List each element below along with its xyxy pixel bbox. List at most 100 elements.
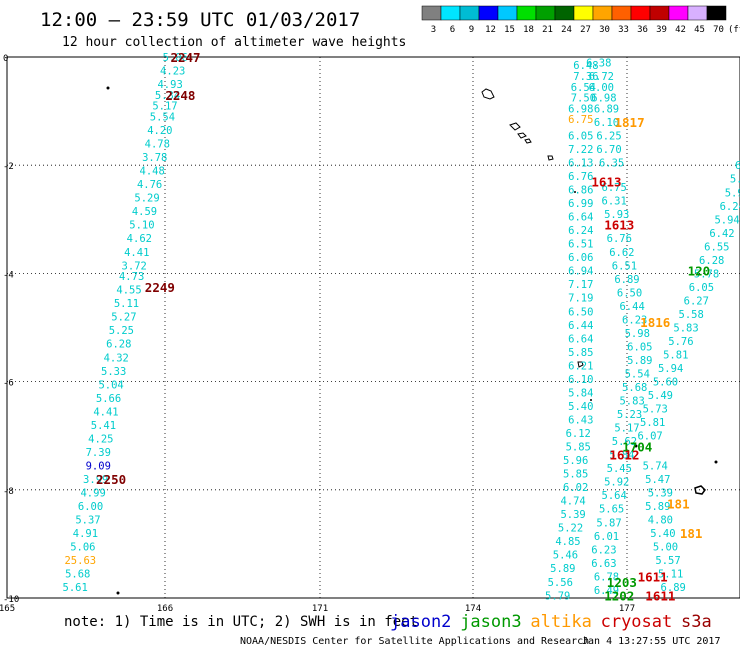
wave-height-value: 3.78	[142, 152, 167, 164]
time-label: 1612	[609, 448, 639, 463]
wave-height-value: 4.59	[132, 206, 157, 218]
wave-height-value: 6.21	[568, 360, 593, 372]
island-mark	[509, 122, 532, 144]
wave-height-value: 4.32	[104, 352, 129, 364]
wave-height-value: 5.23	[617, 409, 642, 421]
wave-height-value: 6.24	[568, 225, 593, 237]
time-label: 2248	[165, 88, 195, 103]
island-mark	[116, 591, 120, 595]
wave-height-value: 6.38	[586, 57, 611, 69]
wave-height-value: 5.65	[599, 504, 624, 516]
wave-height-value: 5.39	[560, 509, 585, 521]
color-scale-label: 45	[694, 25, 705, 35]
wave-height-value: 6.77	[735, 160, 740, 172]
wave-height-value: 5.94	[658, 363, 683, 375]
wave-height-value: 5.93	[604, 209, 629, 221]
wave-height-value: 5.83	[619, 396, 644, 408]
wave-height-value: 6.75	[602, 182, 627, 194]
color-scale-swatch	[554, 5, 575, 21]
wave-height-value: 5.22	[558, 523, 583, 535]
time-label: 1203	[607, 575, 637, 590]
legend-item-jason2: jason2	[390, 612, 451, 632]
x-tick-label: 165	[0, 604, 15, 614]
wave-height-value: 5.78	[694, 268, 719, 280]
footer-timestamp: Jan 4 13:27:55 UTC 2017	[582, 636, 720, 647]
wave-height-value: 5.84	[609, 450, 634, 462]
island-shapes	[106, 86, 718, 595]
wave-height-value: 7.39	[86, 447, 111, 459]
wave-height-value: 5.00	[653, 542, 678, 554]
color-scale-label: 30	[599, 25, 610, 35]
wave-height-value: 6.72	[589, 71, 614, 83]
color-scale-label: 33	[618, 25, 629, 35]
wave-height-value: 5.85	[566, 442, 591, 454]
wave-height-value: 6.94	[568, 266, 593, 278]
x-tick-label: 166	[157, 604, 173, 614]
color-scale-swatch	[687, 5, 708, 21]
wave-height-value: 6.01	[594, 531, 619, 543]
wave-height-value: 4.99	[80, 488, 105, 500]
wave-height-value: 9.09	[86, 460, 111, 472]
wave-height-value: 6.24	[720, 201, 740, 213]
wave-height-value: 6.98	[568, 103, 593, 115]
wave-height-value: 5.87	[596, 517, 621, 529]
color-scale-swatch	[440, 5, 461, 21]
wave-height-value: 5.57	[655, 555, 680, 567]
x-tick-label: 177	[619, 604, 635, 614]
wave-height-value: 5.96	[563, 455, 588, 467]
wave-height-value: 6.02	[563, 482, 588, 494]
island-mark	[694, 485, 706, 495]
wave-height-value: 5.54	[625, 368, 650, 380]
wave-height-value: 6.89	[661, 582, 686, 594]
wave-height-value: 5.25	[109, 325, 134, 337]
color-scale-swatch	[478, 5, 499, 21]
island-mark	[590, 399, 592, 401]
wave-height-value: 6.51	[568, 239, 593, 251]
wave-height-value: 6.51	[612, 260, 637, 272]
plot-frame	[6, 56, 740, 599]
wave-height-value: 6.98	[591, 93, 616, 105]
chart-subtitle: 12 hour collection of altimeter wave hei…	[62, 35, 406, 50]
color-scale-swatch	[649, 5, 670, 21]
wave-height-value: 7.36	[573, 71, 598, 83]
color-scale-swatch	[668, 5, 689, 21]
wave-height-value: 5.06	[70, 542, 95, 554]
wave-height-value: 6.12	[566, 428, 591, 440]
wave-height-value: 5.37	[75, 515, 100, 527]
wave-height-value: 7.22	[568, 144, 593, 156]
wave-height-value: 5.66	[96, 393, 121, 405]
wave-height-value: 6.43	[568, 414, 593, 426]
time-label: 1817	[615, 115, 645, 130]
wave-height-value: 5.40	[650, 528, 675, 540]
wave-height-value: 5.56	[548, 577, 573, 589]
wave-height-value: 7.19	[568, 293, 593, 305]
data-points: 5.064.234.935.345.175.544.204.783.784.48…	[63, 52, 740, 602]
wave-height-value: 6.63	[591, 558, 616, 570]
island-mark	[714, 460, 718, 464]
y-tick-label: 0	[3, 54, 8, 64]
wave-height-value: 4.48	[140, 166, 165, 178]
wave-height-value: 4.62	[127, 233, 152, 245]
wave-height-value: 6.86	[568, 185, 593, 197]
wave-height-value: 5.85	[563, 469, 588, 481]
wave-height-value: 5.89	[550, 563, 575, 575]
time-label: 1613	[604, 218, 634, 233]
wave-height-value: 4.23	[160, 66, 185, 78]
legend-item-jason3: jason3	[460, 612, 521, 632]
wave-height-value: 5.11	[658, 569, 683, 581]
y-axis-ticks: 0 -2 -4 -6 -8 -10	[3, 54, 19, 605]
wave-height-value: 6.44	[568, 320, 593, 332]
wave-height-value: 4.41	[124, 247, 149, 259]
time-label: 1611	[638, 569, 668, 584]
color-scale-label: 21	[542, 25, 553, 35]
color-scale-label: 18	[523, 25, 534, 35]
x-tick-label: 171	[312, 604, 328, 614]
island-mark	[634, 444, 638, 448]
wave-height-value: 6.00	[78, 501, 103, 513]
color-scale-swatch	[421, 5, 442, 21]
footer-credit: NOAA/NESDIS Center for Satellite Applica…	[240, 636, 589, 647]
wave-height-value: 6.76	[607, 233, 632, 245]
wave-height-value: 4.91	[73, 528, 98, 540]
wave-height-value: 5.46	[553, 550, 578, 562]
